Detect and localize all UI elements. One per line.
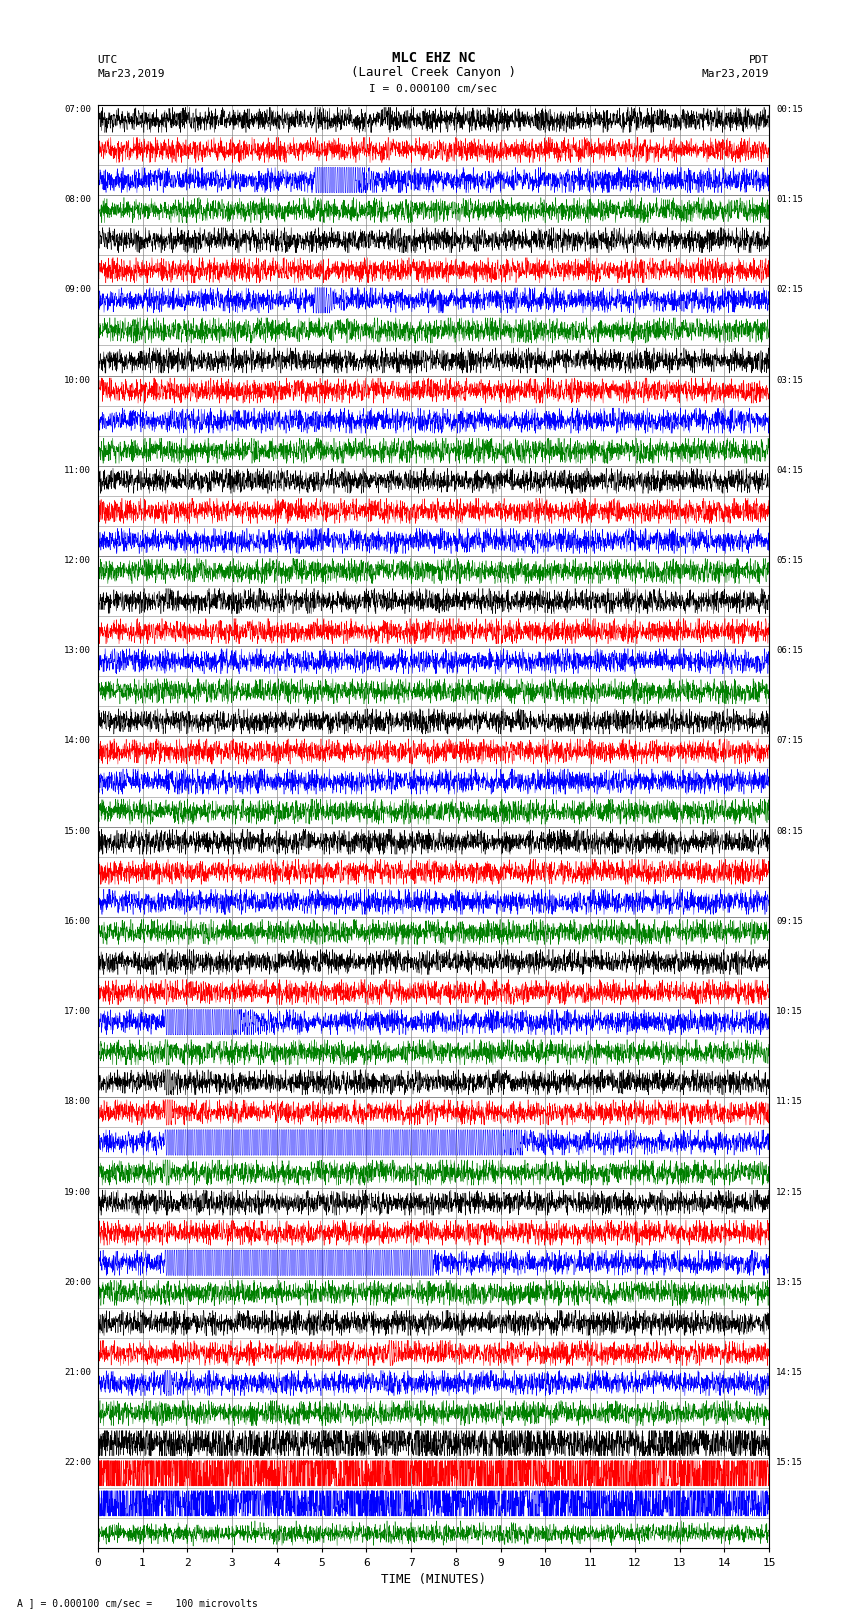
Text: 01:15: 01:15 xyxy=(776,195,803,205)
Text: 04:15: 04:15 xyxy=(776,466,803,474)
Text: 07:00: 07:00 xyxy=(64,105,91,115)
Text: A ] = 0.000100 cm/sec =    100 microvolts: A ] = 0.000100 cm/sec = 100 microvolts xyxy=(17,1598,258,1608)
Text: 19:00: 19:00 xyxy=(64,1187,91,1197)
Text: 08:15: 08:15 xyxy=(776,826,803,836)
Text: 17:00: 17:00 xyxy=(64,1007,91,1016)
Text: 18:00: 18:00 xyxy=(64,1097,91,1107)
Text: (Laurel Creek Canyon ): (Laurel Creek Canyon ) xyxy=(351,66,516,79)
Text: 13:00: 13:00 xyxy=(64,647,91,655)
Text: 21:00: 21:00 xyxy=(64,1368,91,1378)
Text: 09:00: 09:00 xyxy=(64,286,91,294)
Text: 11:00: 11:00 xyxy=(64,466,91,474)
X-axis label: TIME (MINUTES): TIME (MINUTES) xyxy=(381,1573,486,1586)
Text: UTC: UTC xyxy=(98,55,118,65)
Text: 12:00: 12:00 xyxy=(64,556,91,565)
Text: 15:00: 15:00 xyxy=(64,826,91,836)
Text: 11:15: 11:15 xyxy=(776,1097,803,1107)
Text: 15:15: 15:15 xyxy=(776,1458,803,1468)
Text: PDT: PDT xyxy=(749,55,769,65)
Text: 09:15: 09:15 xyxy=(776,916,803,926)
Text: 22:00: 22:00 xyxy=(64,1458,91,1468)
Text: 12:15: 12:15 xyxy=(776,1187,803,1197)
Text: 05:15: 05:15 xyxy=(776,556,803,565)
Text: 10:00: 10:00 xyxy=(64,376,91,384)
Text: 14:15: 14:15 xyxy=(776,1368,803,1378)
Text: 02:15: 02:15 xyxy=(776,286,803,294)
Text: 16:00: 16:00 xyxy=(64,916,91,926)
Text: 20:00: 20:00 xyxy=(64,1277,91,1287)
Text: 13:15: 13:15 xyxy=(776,1277,803,1287)
Text: 00:15: 00:15 xyxy=(776,105,803,115)
Text: MLC EHZ NC: MLC EHZ NC xyxy=(392,50,475,65)
Text: 03:15: 03:15 xyxy=(776,376,803,384)
Text: 06:15: 06:15 xyxy=(776,647,803,655)
Text: 14:00: 14:00 xyxy=(64,737,91,745)
Text: 07:15: 07:15 xyxy=(776,737,803,745)
Text: Mar23,2019: Mar23,2019 xyxy=(702,69,769,79)
Text: 08:00: 08:00 xyxy=(64,195,91,205)
Text: Mar23,2019: Mar23,2019 xyxy=(98,69,165,79)
Text: 10:15: 10:15 xyxy=(776,1007,803,1016)
Text: I = 0.000100 cm/sec: I = 0.000100 cm/sec xyxy=(370,84,497,94)
